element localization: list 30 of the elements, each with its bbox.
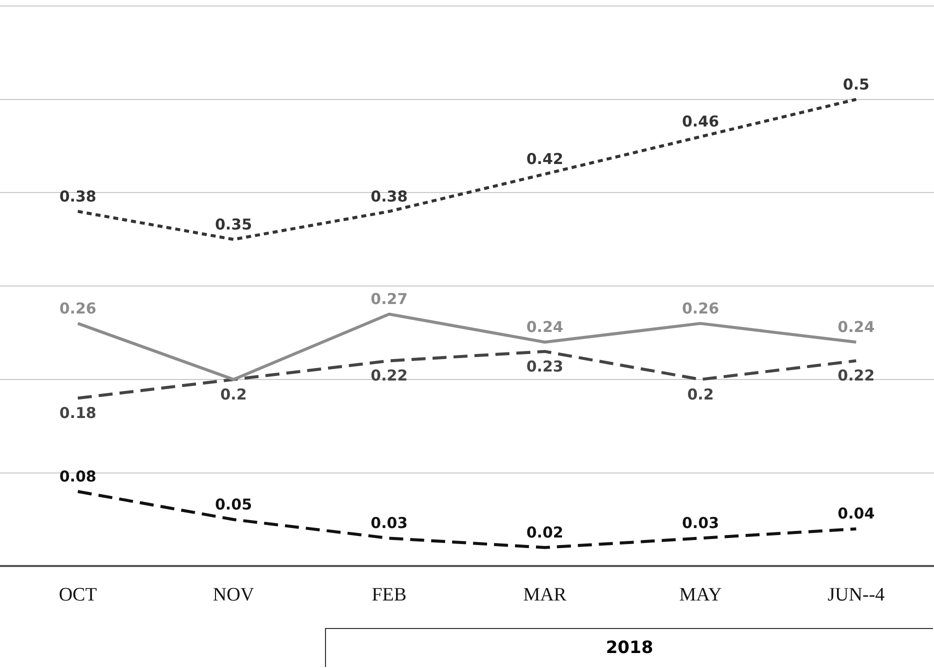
x-tick-label: OCT	[58, 584, 98, 606]
x-tick-label: MAY	[679, 584, 722, 606]
data-label: 0.2	[687, 385, 714, 404]
data-label: 0.38	[370, 187, 408, 206]
data-label: 0.22	[838, 366, 875, 385]
data-label: 0.18	[59, 404, 96, 422]
year-box: 2018	[325, 628, 933, 667]
data-label: 0.26	[59, 299, 96, 318]
data-label: 0.03	[370, 514, 408, 532]
data-label: 0.02	[526, 523, 564, 542]
x-tick-label: JUN--4	[828, 584, 886, 606]
data-label: 0.04	[838, 504, 875, 523]
data-label: 0.22	[370, 366, 408, 385]
x-tick-label: MAR	[523, 584, 567, 606]
data-label: 0.03	[682, 514, 720, 532]
data-label: 0.24	[526, 318, 564, 336]
data-label: 0.2	[220, 385, 247, 404]
data-label: 0.26	[682, 299, 720, 318]
data-label: 0.23	[526, 357, 564, 376]
data-label: 0.46	[682, 112, 720, 131]
data-label: 0.35	[214, 215, 252, 234]
data-label: 0.24	[838, 318, 875, 336]
data-label: 0.42	[526, 150, 564, 168]
data-label: 0.27	[370, 290, 408, 308]
data-label: 0.38	[59, 187, 96, 206]
data-label: 0.08	[59, 467, 96, 486]
x-tick-label: FEB	[372, 584, 407, 606]
data-label: 0.5	[842, 75, 870, 94]
x-tick-label: NOV	[212, 584, 254, 606]
data-label: 0.05	[214, 495, 252, 514]
